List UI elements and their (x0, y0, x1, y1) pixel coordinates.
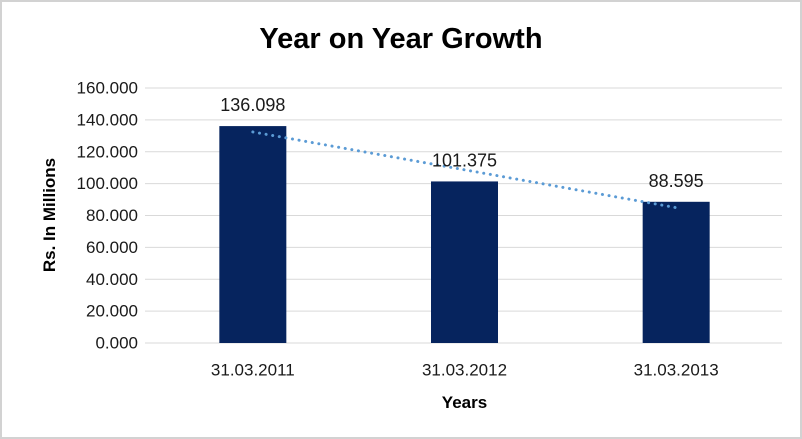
y-tick-label: 20.000 (86, 302, 138, 321)
y-tick-label: 40.000 (86, 270, 138, 289)
bar-data-label: 88.595 (649, 171, 704, 191)
bar-data-label: 101.375 (432, 150, 497, 170)
y-tick-label: 120.000 (77, 142, 138, 161)
y-tick-label: 60.000 (86, 238, 138, 257)
y-tick-label: 80.000 (86, 206, 138, 225)
y-tick-label: 100.000 (77, 174, 138, 193)
trendline (251, 130, 678, 210)
x-category-label: 31.03.2011 (211, 361, 295, 380)
bar (219, 126, 287, 343)
bar (431, 181, 498, 343)
x-category-label: 31.03.2012 (422, 361, 507, 380)
y-tick-label: 0.000 (95, 334, 138, 353)
bar-data-label: 136.098 (220, 95, 285, 115)
y-tick-label: 160.000 (77, 79, 138, 98)
chart-title: Year on Year Growth (259, 23, 543, 55)
x-category-label: 31.03.2013 (634, 361, 719, 380)
y-tick-label: 140.000 (77, 110, 138, 129)
bar (642, 201, 710, 343)
x-axis-title: Years (441, 393, 488, 412)
